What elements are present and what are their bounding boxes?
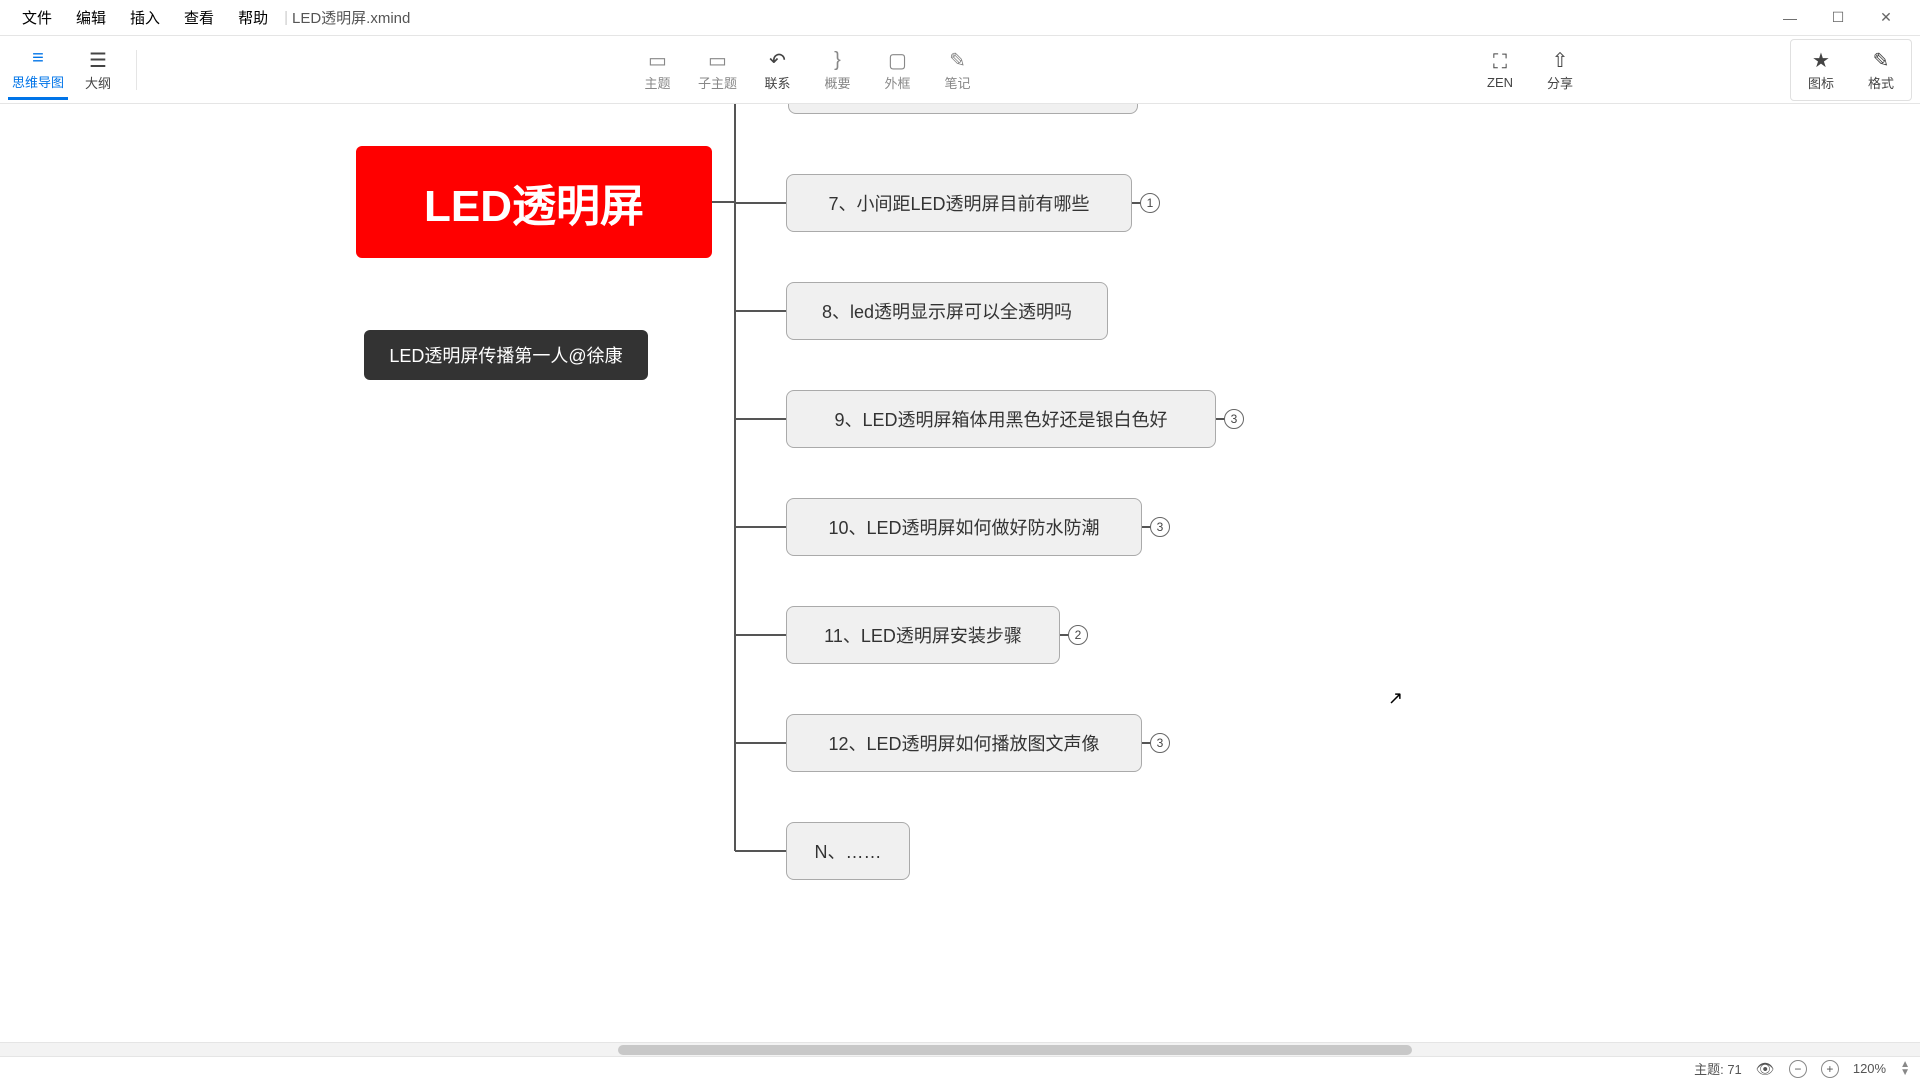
tool-label: 子主题 [698,73,737,92]
collapse-badge[interactable]: 2 [1068,625,1088,645]
zoom-out-button[interactable]: − [1789,1060,1807,1078]
tool-icon: ≡ [32,46,44,72]
child-topic[interactable]: 9、LED透明屏箱体用黑色好还是银白色好 [786,390,1216,448]
tool-子主题[interactable]: ▭子主题 [688,40,748,100]
collapse-badge[interactable]: 3 [1150,517,1170,537]
minimize-button[interactable]: — [1766,0,1814,36]
tool-icon: ⛶ [1493,49,1507,75]
tool-icon: } [834,47,841,73]
child-topic[interactable]: 10、LED透明屏如何做好防水防潮 [786,498,1142,556]
menu-help[interactable]: 帮助 [226,7,280,28]
tool-label: 联系 [764,73,790,92]
scrollbar-thumb[interactable] [618,1045,1412,1055]
menu-divider: | [284,9,288,26]
collapse-badge[interactable]: 3 [1224,409,1244,429]
topic-count-label: 主题: 71 [1694,1059,1742,1078]
tool-label: 外框 [884,73,910,92]
tool-icon: ▢ [888,47,907,73]
tool-icon: ↶ [769,47,786,73]
tool-联系[interactable]: ↶联系 [748,40,808,100]
tool-label: 概要 [824,73,850,92]
tool-icon: ▭ [708,47,727,73]
connector-lines [0,104,1920,1056]
tool-icon: ▭ [648,47,667,73]
tool-label: 大纲 [85,73,111,92]
horizontal-scrollbar[interactable] [0,1042,1920,1056]
menu-view[interactable]: 查看 [172,7,226,28]
statusbar: 主题: 71 👁 − + 120% ▲▼ [0,1056,1920,1080]
menu-edit[interactable]: 编辑 [64,7,118,28]
tool-icon: ✎ [1873,47,1890,73]
visibility-icon[interactable]: 👁 [1756,1060,1775,1078]
menu-file[interactable]: 文件 [10,7,64,28]
tool-label: 格式 [1868,73,1894,92]
collapse-badge[interactable]: 3 [1150,733,1170,753]
tool-笔记[interactable]: ✎笔记 [928,40,988,100]
maximize-button[interactable]: ☐ [1814,0,1862,36]
child-topic[interactable]: 12、LED透明屏如何播放图文声像 [786,714,1142,772]
tool-icon: ✎ [949,47,966,73]
tool-icon: ★ [1812,47,1830,73]
tool-思维导图[interactable]: ≡思维导图 [8,40,68,100]
tool-图标[interactable]: ★图标 [1791,40,1851,100]
child-topic[interactable]: 8、led透明显示屏可以全透明吗 [786,282,1108,340]
window-controls: — ☐ ✕ [1766,0,1910,36]
zoom-in-button[interactable]: + [1821,1060,1839,1078]
tool-概要[interactable]: }概要 [808,40,868,100]
child-topic[interactable]: 11、LED透明屏安装步骤 [786,606,1060,664]
close-button[interactable]: ✕ [1862,0,1910,36]
tool-分享[interactable]: ⇧分享 [1530,40,1590,100]
menubar: 文件 编辑 插入 查看 帮助 | LED透明屏.xmind — ☐ ✕ [0,0,1920,36]
collapse-badge[interactable]: 1 [1140,193,1160,213]
tool-主题[interactable]: ▭主题 [628,40,688,100]
floating-topic[interactable]: LED透明屏传播第一人@徐康 [364,330,648,380]
tool-格式[interactable]: ✎格式 [1851,40,1911,100]
tool-icon: ⇧ [1552,47,1569,73]
tool-icon: ☰ [89,47,107,73]
zoom-level: 120% [1853,1061,1886,1076]
root-topic[interactable]: LED透明屏 [356,146,712,258]
tool-label: 主题 [644,73,670,92]
tool-label: 分享 [1547,73,1573,92]
menu-insert[interactable]: 插入 [118,7,172,28]
child-topic[interactable]: 7、小间距LED透明屏目前有哪些 [786,174,1132,232]
tool-label: ZEN [1487,75,1513,90]
child-topic[interactable] [788,104,1138,114]
document-title: LED透明屏.xmind [292,7,410,28]
tool-大纲[interactable]: ☰大纲 [68,40,128,100]
tool-外框[interactable]: ▢外框 [868,40,928,100]
tool-label: 笔记 [944,73,970,92]
toolbar: ≡思维导图☰大纲 ▭主题▭子主题↶联系}概要▢外框✎笔记 ⛶ZEN⇧分享 ★图标… [0,36,1920,104]
child-topic[interactable]: N、…… [786,822,910,880]
tool-ZEN[interactable]: ⛶ZEN [1470,40,1530,100]
mindmap-canvas[interactable]: LED透明屏 LED透明屏传播第一人@徐康 7、小间距LED透明屏目前有哪些 1 8、l… [0,104,1920,1056]
toolbar-separator [136,50,137,90]
tool-label: 思维导图 [12,72,64,91]
zoom-spinner[interactable]: ▲▼ [1900,1061,1910,1077]
tool-label: 图标 [1808,73,1834,92]
